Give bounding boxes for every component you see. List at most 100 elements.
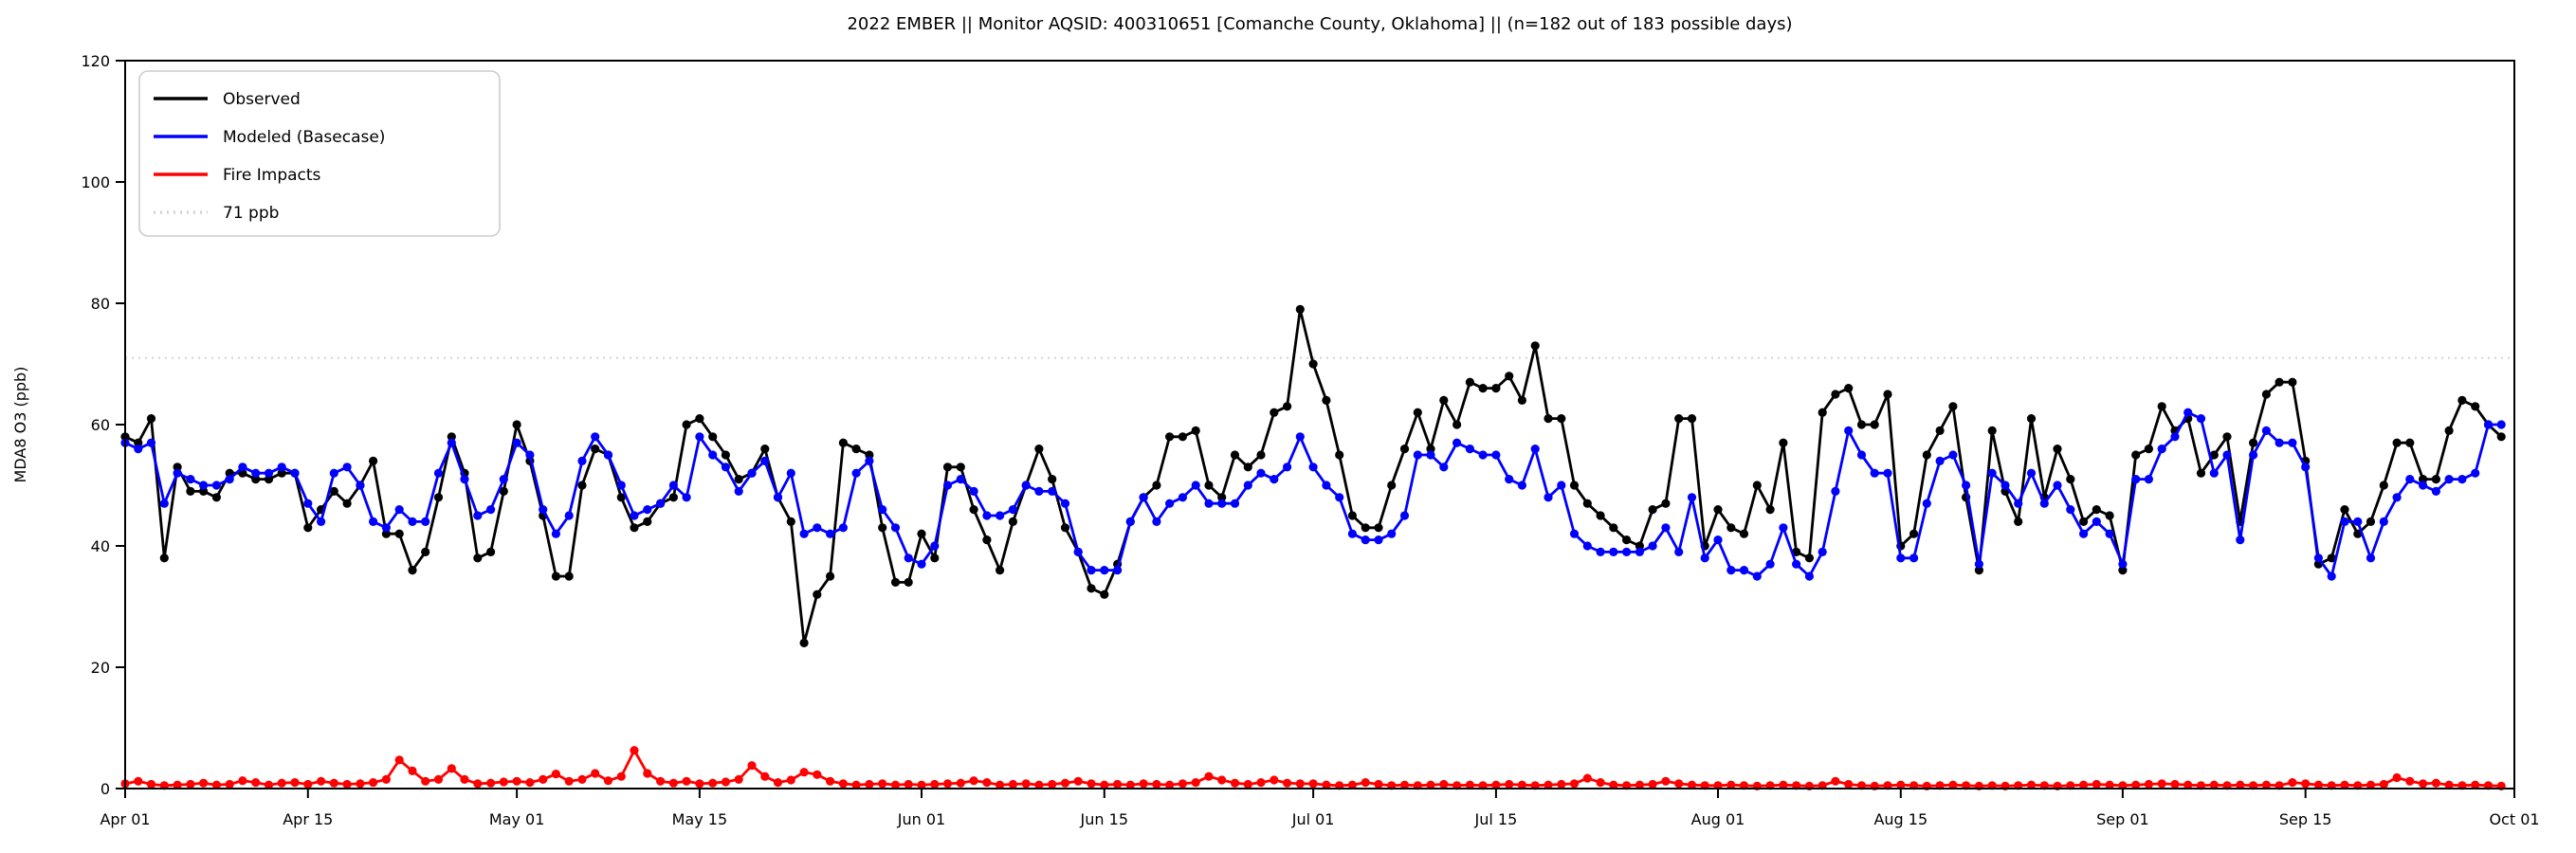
y-tick-label: 100 [81,173,110,191]
data-point-modeled-basecase [996,511,1005,520]
data-point-fire-impacts [421,776,430,786]
data-point-observed [1635,541,1644,551]
data-point-observed [1165,432,1175,442]
data-point-modeled-basecase [564,511,574,520]
data-point-modeled-basecase [668,481,679,490]
data-point-fire-impacts [1399,780,1410,789]
data-point-observed [1752,481,1762,490]
data-point-fire-impacts [1021,779,1031,789]
data-point-observed [2144,445,2153,454]
data-point-modeled-basecase [2026,468,2037,478]
data-point-observed [851,445,861,454]
data-point-modeled-basecase [865,456,874,465]
data-point-fire-impacts [1517,780,1526,789]
data-point-modeled-basecase [2392,493,2402,502]
data-point-observed [1060,523,1070,533]
data-point-fire-impacts [264,780,274,789]
data-point-fire-impacts [890,780,901,789]
data-point-modeled-basecase [917,559,926,569]
data-point-modeled-basecase [199,481,209,490]
data-point-modeled-basecase [1295,432,1305,442]
data-point-fire-impacts [1008,779,1017,789]
data-point-observed [134,438,143,447]
data-point-fire-impacts [1648,779,1657,789]
data-point-observed [1008,517,1017,527]
data-point-observed [1204,481,1214,490]
data-point-observed [734,475,743,484]
data-point-fire-impacts [1635,780,1644,789]
data-point-observed [2196,468,2206,478]
data-point-modeled-basecase [708,450,718,460]
data-point-observed [917,529,926,538]
data-point-observed [1439,395,1449,405]
data-point-modeled-basecase [2327,572,2336,581]
data-point-observed [1347,511,1357,520]
data-point-modeled-basecase [1544,493,1553,502]
data-point-modeled-basecase [2419,481,2428,490]
data-point-observed [369,456,378,465]
data-point-modeled-basecase [695,432,704,442]
data-point-fire-impacts [146,779,156,789]
data-point-observed [721,450,731,460]
data-point-modeled-basecase [1073,547,1083,557]
data-point-fire-impacts [2131,780,2141,789]
data-point-modeled-basecase [525,450,535,460]
data-point-observed [186,486,195,497]
data-point-fire-impacts [1896,780,1906,789]
data-point-observed [2457,395,2467,405]
data-point-observed [1974,566,1983,575]
data-point-fire-impacts [616,771,626,781]
data-point-modeled-basecase [1792,559,1801,569]
data-point-fire-impacts [1569,779,1580,789]
data-point-fire-impacts [2026,780,2037,789]
data-point-observed [799,638,809,648]
data-point-observed [264,475,274,484]
data-point-modeled-basecase [1987,468,1997,478]
data-point-modeled-basecase [1387,529,1397,538]
data-point-observed [2222,432,2232,442]
data-point-fire-impacts [1374,779,1383,789]
data-point-fire-impacts [1361,778,1370,788]
data-point-observed [2131,450,2141,460]
data-point-modeled-basecase [682,493,691,502]
data-point-modeled-basecase [2157,445,2166,454]
data-point-modeled-basecase [1517,481,1526,490]
data-point-modeled-basecase [1256,468,1266,478]
data-point-modeled-basecase [512,438,521,447]
data-point-observed [1426,445,1435,454]
data-point-observed [512,420,521,429]
data-point-observed [2026,414,2037,424]
data-point-modeled-basecase [290,468,300,478]
data-point-fire-impacts [904,779,913,789]
data-point-modeled-basecase [394,505,404,515]
data-point-observed [1870,420,1879,429]
data-point-modeled-basecase [1374,535,1383,545]
data-point-modeled-basecase [813,523,822,533]
data-point-fire-impacts [2431,778,2440,788]
data-point-fire-impacts [2288,778,2297,788]
y-tick-label: 80 [91,295,110,313]
data-point-observed [1034,445,1044,454]
data-point-fire-impacts [1178,779,1187,789]
data-point-modeled-basecase [851,468,861,478]
data-point-fire-impacts [2144,779,2153,789]
data-point-observed [1517,395,1526,405]
data-point-observed [1530,341,1540,351]
data-point-modeled-basecase [2196,414,2206,424]
data-point-observed [1674,414,1684,424]
data-point-modeled-basecase [1152,517,1161,527]
data-point-observed [1569,481,1580,490]
data-point-modeled-basecase [1844,426,1854,435]
data-point-observed [2092,505,2101,515]
data-point-modeled-basecase [1413,450,1422,460]
data-point-observed [1739,529,1749,538]
data-point-fire-impacts [1270,775,1279,785]
series-line-modeled-basecase [123,410,2503,578]
data-point-fire-impacts [1073,776,1083,786]
data-point-observed [499,486,508,497]
data-point-modeled-basecase [460,475,469,484]
data-point-observed [211,493,221,502]
x-tick-label: Sep 15 [2279,810,2332,828]
data-point-modeled-basecase [1674,547,1684,557]
